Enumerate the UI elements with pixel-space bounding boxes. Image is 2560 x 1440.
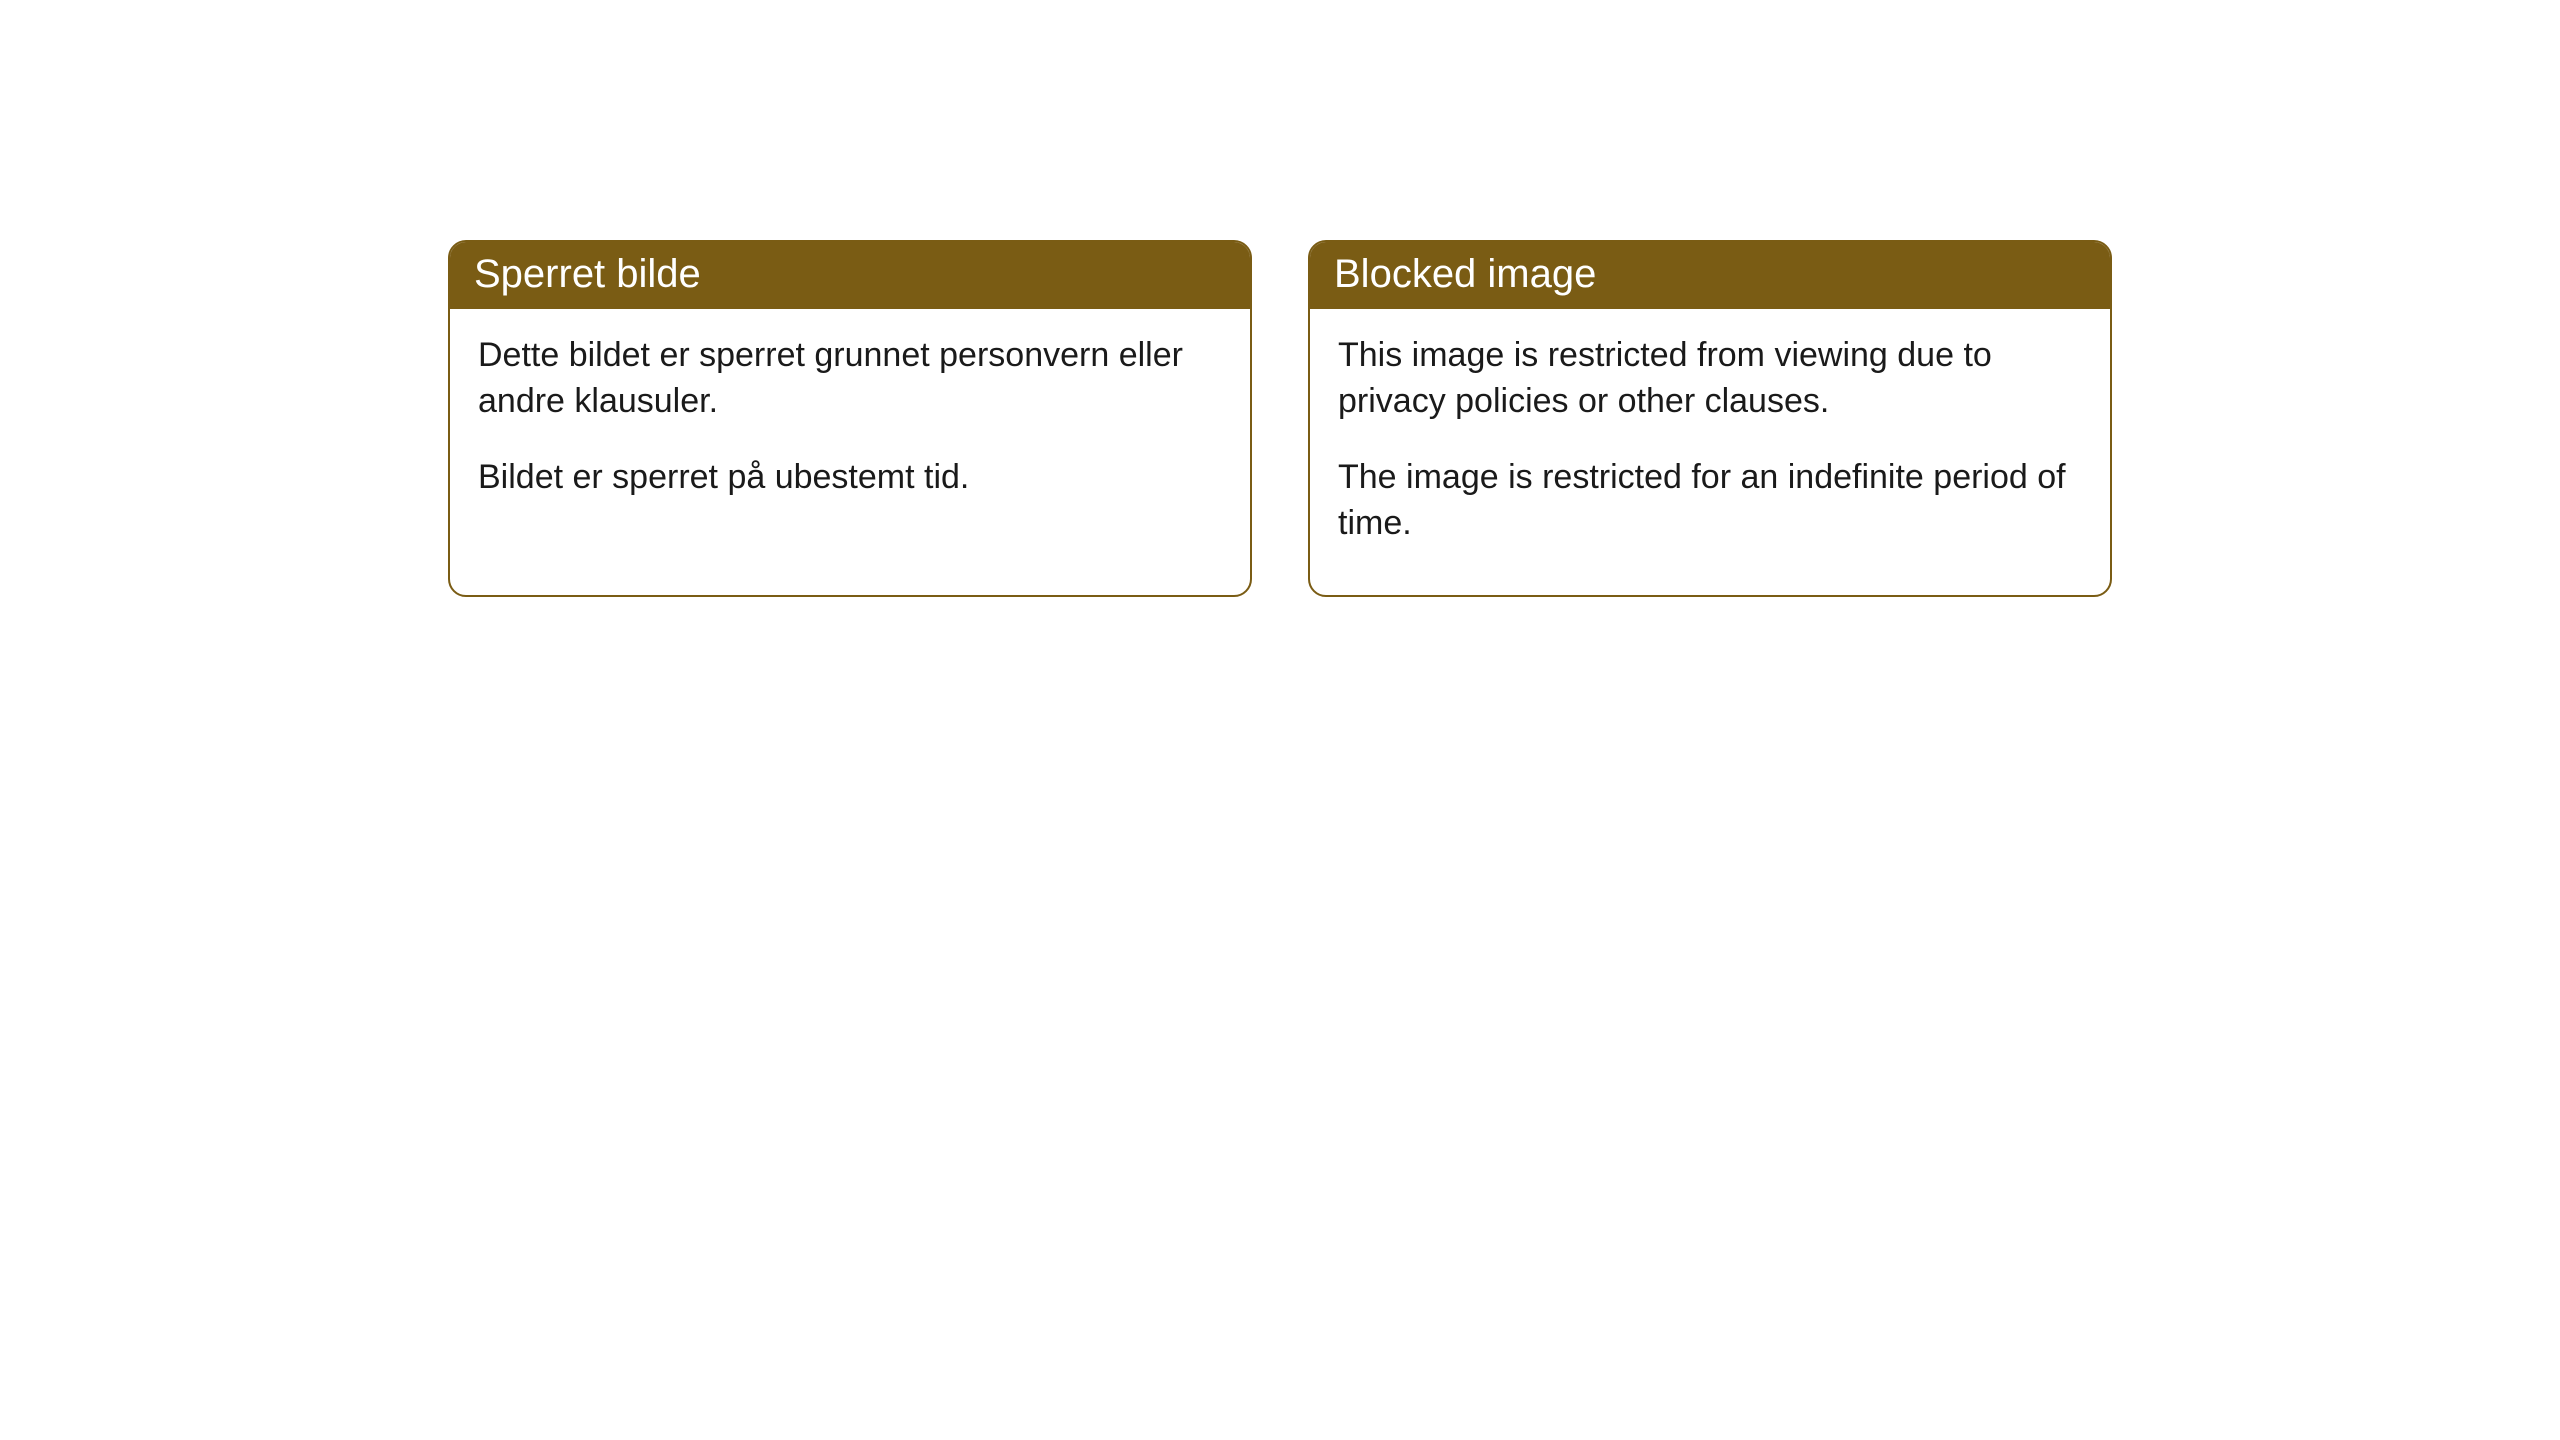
card-title: Blocked image bbox=[1334, 252, 1596, 296]
card-title: Sperret bilde bbox=[474, 252, 701, 296]
card-paragraph-2: Bildet er sperret på ubestemt tid. bbox=[478, 455, 1222, 501]
cards-container: Sperret bilde Dette bildet er sperret gr… bbox=[0, 0, 2560, 597]
card-paragraph-1: This image is restricted from viewing du… bbox=[1338, 333, 2082, 425]
card-header: Sperret bilde bbox=[450, 242, 1250, 309]
card-paragraph-1: Dette bildet er sperret grunnet personve… bbox=[478, 333, 1222, 425]
card-paragraph-2: The image is restricted for an indefinit… bbox=[1338, 455, 2082, 547]
card-header: Blocked image bbox=[1310, 242, 2110, 309]
blocked-image-card-en: Blocked image This image is restricted f… bbox=[1308, 240, 2112, 597]
card-body: Dette bildet er sperret grunnet personve… bbox=[450, 309, 1250, 549]
card-body: This image is restricted from viewing du… bbox=[1310, 309, 2110, 595]
blocked-image-card-no: Sperret bilde Dette bildet er sperret gr… bbox=[448, 240, 1252, 597]
